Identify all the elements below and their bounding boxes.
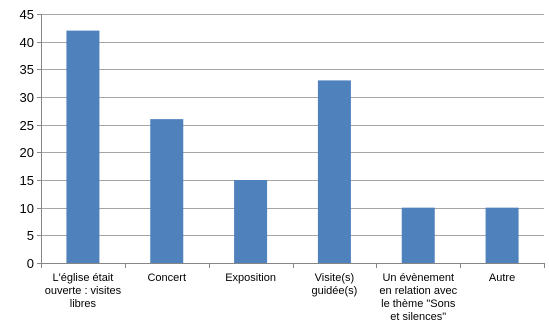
y-tick-label: 5 [27, 228, 34, 243]
bar-1 [66, 30, 100, 263]
bar-4 [317, 80, 351, 264]
y-tick-label: 45 [20, 7, 34, 22]
bars [66, 30, 519, 264]
bar-2 [150, 119, 184, 263]
y-tick-label: 15 [20, 173, 34, 188]
y-tick-label: 10 [20, 201, 34, 216]
y-tick-label: 35 [20, 62, 34, 77]
bar-3 [234, 180, 268, 263]
bar-5 [401, 207, 435, 263]
x-category-label: L'église était ouverte : visites libres [45, 272, 122, 310]
x-tick-labels: L'église était ouverte : visites libres Con… [45, 272, 516, 323]
x-category-label: Exposition [225, 272, 276, 284]
x-category-label: Visite(s) guidée(s) [311, 272, 357, 297]
y-tick-label: 0 [27, 256, 34, 271]
y-tick-label: 40 [20, 35, 34, 50]
gridlines [41, 14, 544, 236]
axes [37, 14, 545, 268]
y-tick-labels: 0 5 10 15 20 25 30 35 40 45 [20, 7, 34, 271]
y-tick-label: 25 [20, 118, 34, 133]
x-category-label: Un évènement en relation avec le thème "So… [379, 272, 457, 323]
y-tick-label: 30 [20, 90, 34, 105]
y-tick-label: 20 [20, 145, 34, 160]
x-category-label: Autre [489, 272, 515, 284]
bar-6 [485, 207, 519, 263]
x-category-label: Concert [147, 272, 186, 284]
